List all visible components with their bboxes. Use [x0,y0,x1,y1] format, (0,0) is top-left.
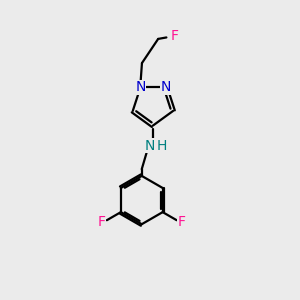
Text: F: F [98,215,106,229]
Text: N: N [135,80,146,94]
Text: H: H [157,139,167,153]
Text: F: F [178,215,186,229]
Text: N: N [144,139,154,153]
Text: N: N [160,80,171,94]
Text: F: F [171,29,178,43]
